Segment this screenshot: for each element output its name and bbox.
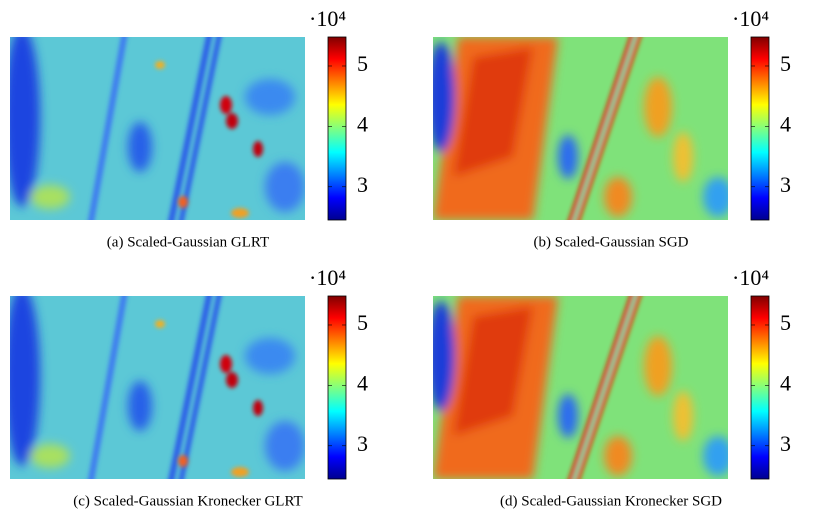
tick-label: 3 — [780, 172, 791, 197]
tick-label: 3 — [357, 172, 368, 197]
tick-label: 3 — [357, 431, 368, 456]
caption: (b) Scaled-Gaussian SGD — [534, 234, 689, 250]
multiplier: ·10⁴ — [732, 265, 769, 290]
panel: 3 4 5 ·10⁴ (a) Scaled-Gaussian GLRT — [10, 6, 368, 250]
heatmap-image — [10, 37, 305, 220]
caption: (d) Scaled-Gaussian Kronecker SGD — [500, 493, 722, 509]
tick-label: 5 — [780, 51, 791, 76]
caption: (c) Scaled-Gaussian Kronecker GLRT — [73, 493, 302, 509]
tick-label: 4 — [357, 370, 368, 395]
tick-label: 3 — [780, 431, 791, 456]
colorbar — [327, 295, 347, 480]
multiplier: ·10⁴ — [309, 6, 346, 31]
tick-label: 5 — [357, 51, 368, 76]
heatmap-image — [433, 37, 728, 220]
colorbar — [750, 36, 770, 221]
tick-label: 5 — [357, 310, 368, 335]
multiplier: ·10⁴ — [732, 6, 769, 31]
tick-label: 4 — [357, 111, 368, 136]
heatmap-image — [10, 296, 305, 479]
heatmap-image — [433, 296, 728, 479]
tick-label: 5 — [780, 310, 791, 335]
panel: 3 4 5 ·10⁴ (c) Scaled-Gaussian Kronecker GLR… — [10, 265, 368, 509]
panel: 3 4 5 ·10⁴ (b) Scaled-Gaussian SGD — [433, 6, 791, 250]
panel: 3 4 5 ·10⁴ (d) Scaled-Gaussian Kronecker SGD — [433, 265, 791, 509]
colorbar — [327, 36, 347, 221]
multiplier: ·10⁴ — [309, 265, 346, 290]
caption: (a) Scaled-Gaussian GLRT — [107, 234, 269, 250]
tick-label: 4 — [780, 111, 791, 136]
colorbar — [750, 295, 770, 480]
tick-label: 4 — [780, 370, 791, 395]
